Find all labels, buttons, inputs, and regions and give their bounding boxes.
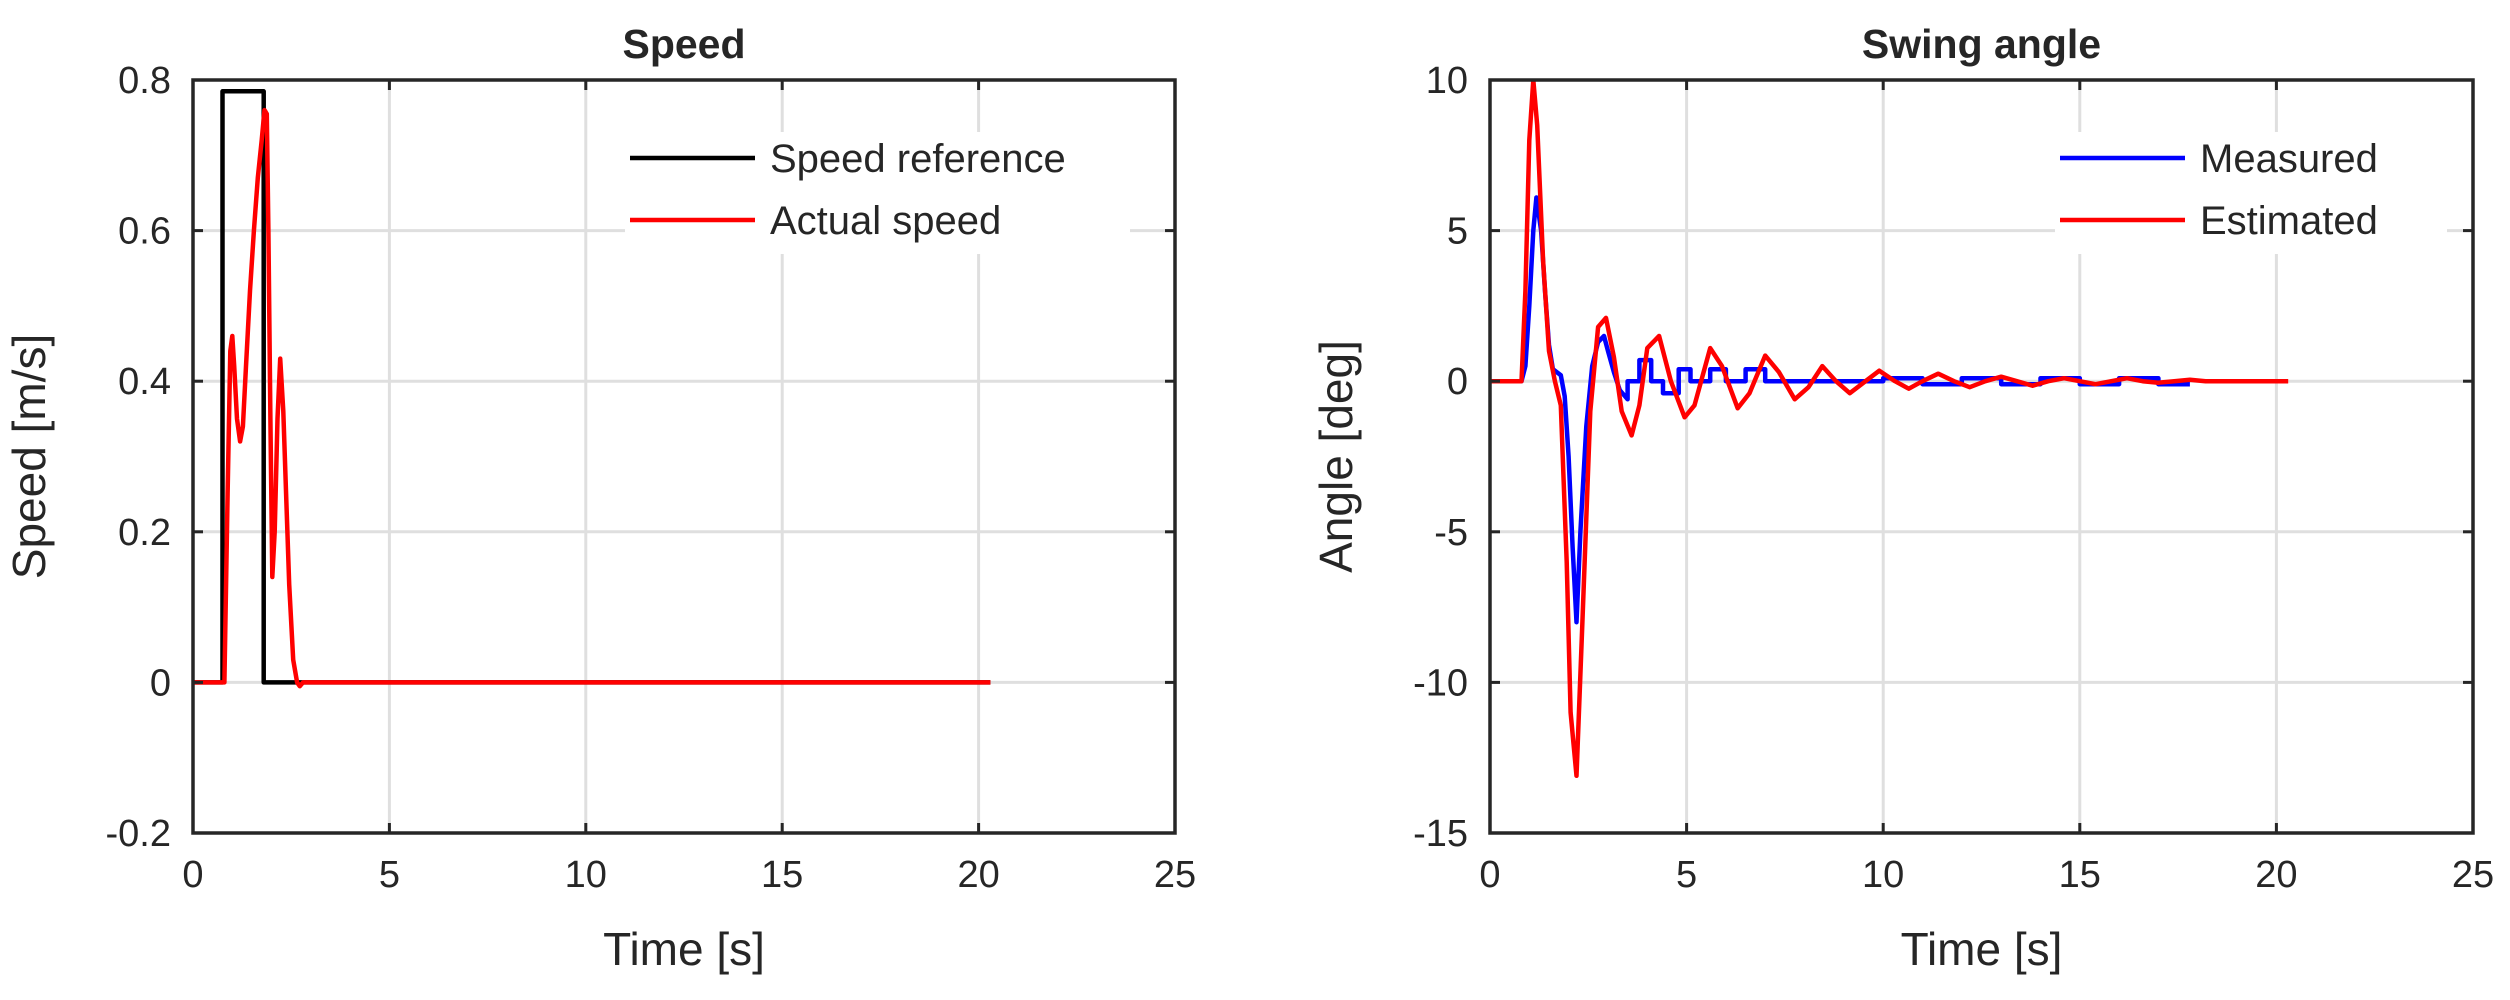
y-tick-label: 0.8: [118, 60, 171, 102]
x-tick-label: 10: [1862, 854, 1904, 896]
series-line-actual-speed: [193, 107, 991, 689]
legend-label-measured: Measured: [2200, 137, 2378, 181]
y-tick-label: -10: [1413, 662, 1468, 704]
y-tick-label: 0.4: [118, 361, 171, 403]
speed-plot: 0 5 10 15 20 25 -0.2 0 0.2 0.4 0.6 0.8 Speed Time [s]…: [3, 21, 1196, 975]
x-tick-label: 5: [1676, 854, 1697, 896]
x-tick-label: 10: [565, 854, 607, 896]
y-tick-label: -15: [1413, 813, 1468, 855]
x-tick-label: 25: [1154, 854, 1196, 896]
y-axis-label: Angle [deg]: [1310, 340, 1362, 573]
chart-title: Swing angle: [1862, 21, 2101, 67]
y-axis-label: Speed [m/s]: [3, 334, 55, 579]
x-tick-label: 25: [2452, 854, 2494, 896]
legend-box: [625, 132, 1130, 254]
swing-angle-plot: 0 5 10 15 20 25 -15 -10 -5 0 5 10 Swing angle Time [s…: [1310, 21, 2494, 975]
x-tick-label: 15: [2059, 854, 2101, 896]
legend-label-actual-speed: Actual speed: [770, 199, 1001, 243]
legend-label-speed-reference: Speed reference: [770, 137, 1066, 181]
y-tick-label: 10: [1426, 60, 1468, 102]
axes-box: [191, 78, 1177, 835]
y-tick-label: 0.2: [118, 512, 171, 554]
y-tick-label: 5: [1447, 211, 1468, 253]
x-tick-label: 15: [761, 854, 803, 896]
x-axis-label: Time [s]: [1901, 923, 2063, 975]
legend-label-estimated: Estimated: [2200, 199, 2378, 243]
x-tick-label: 20: [957, 854, 999, 896]
y-tick-label: -5: [1434, 512, 1468, 554]
x-tick-label: 5: [379, 854, 400, 896]
legend-box: [2055, 132, 2447, 254]
x-tick-label: 0: [1479, 854, 1500, 896]
chart-title: Speed: [622, 21, 745, 67]
x-axis-label: Time [s]: [603, 923, 765, 975]
y-tick-label: -0.2: [106, 813, 171, 855]
y-tick-label: 0: [150, 662, 171, 704]
x-tick-label: 0: [182, 854, 203, 896]
y-tick-label: 0: [1447, 361, 1468, 403]
x-tick-label: 20: [2255, 854, 2297, 896]
axes-box: [1488, 78, 2475, 835]
series-line-estimated: [1490, 80, 2289, 779]
y-tick-label: 0.6: [118, 211, 171, 253]
